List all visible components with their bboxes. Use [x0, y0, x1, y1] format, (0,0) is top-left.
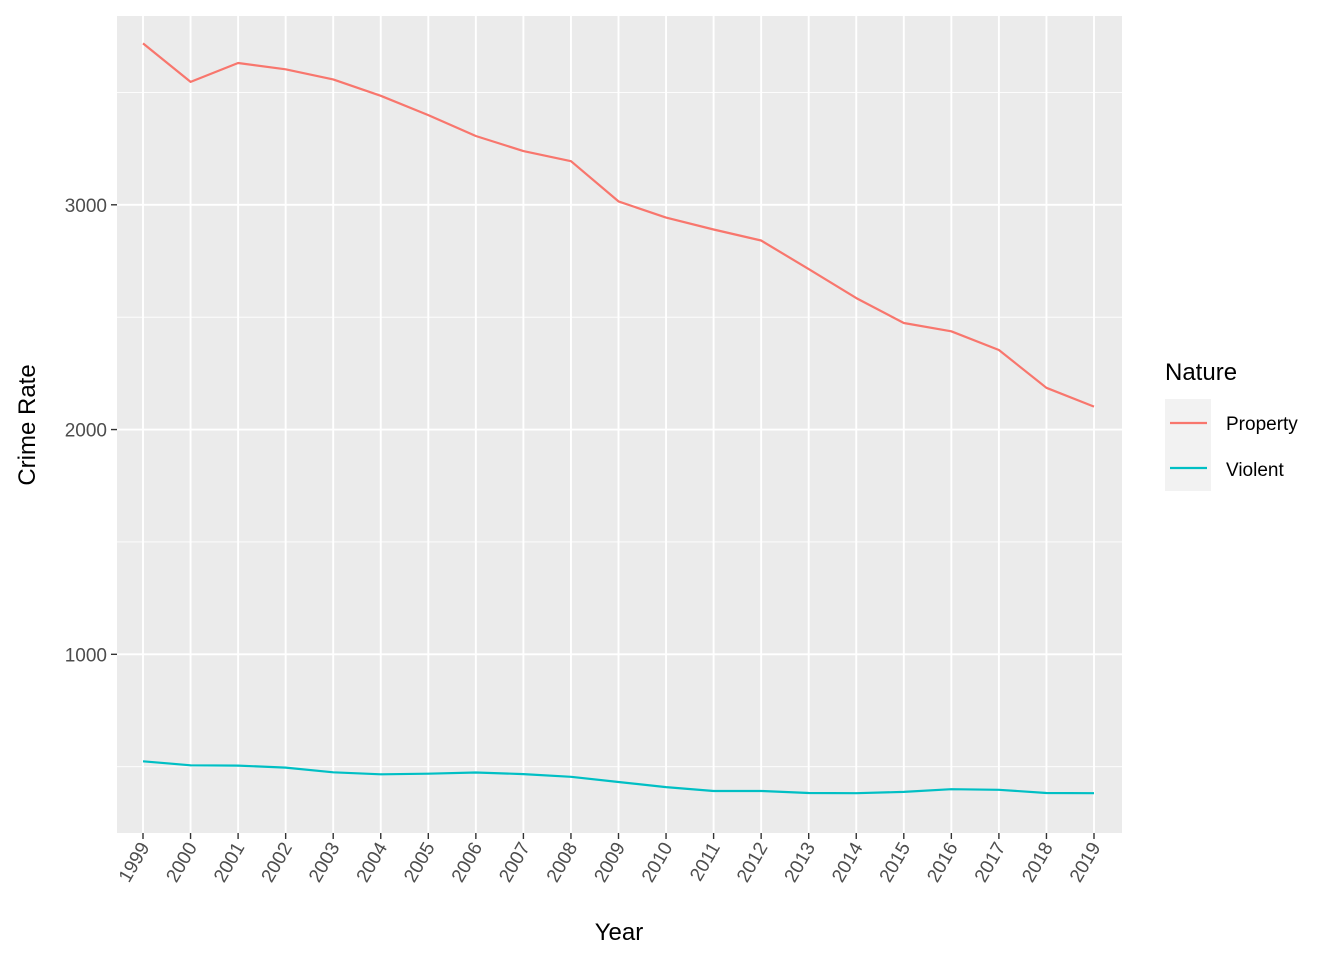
series-line-property — [142, 42, 1095, 408]
x-tick-label: 2004 — [353, 839, 393, 886]
legend-label-violent: Violent — [1226, 460, 1284, 481]
x-tick-label: 2003 — [305, 839, 344, 886]
series-lines — [142, 42, 1095, 795]
x-tick-label: 1999 — [115, 839, 154, 886]
x-tick-label: 2018 — [1018, 839, 1057, 886]
x-tick-label: 2007 — [495, 839, 534, 886]
x-tick-label: 2015 — [876, 839, 915, 886]
plot-panel — [117, 16, 1122, 833]
y-axis-title: Crime Rate — [14, 364, 41, 485]
series-line-violent — [142, 760, 1095, 795]
y-tick-label: 3000 — [65, 196, 107, 217]
legend-title: Nature — [1165, 359, 1237, 386]
x-axis-ticks: 1999 2000 2001 2002 2003 2004 2005 2006 2007 2008… — [115, 833, 1105, 886]
x-tick-label: 2001 — [210, 839, 249, 886]
y-tick-label: 2000 — [65, 421, 107, 442]
x-tick-label: 2002 — [258, 839, 297, 886]
x-axis-title: Year — [595, 919, 644, 946]
x-tick-label: 2016 — [923, 839, 962, 886]
x-tick-label: 2008 — [543, 839, 582, 886]
x-tick-label: 2000 — [163, 839, 202, 886]
x-tick-label: 2009 — [591, 839, 630, 886]
minor-gridlines — [117, 91, 1122, 768]
major-gridlines — [117, 16, 1122, 833]
x-tick-label: 2011 — [686, 839, 725, 885]
x-tick-label: 2005 — [400, 839, 439, 886]
x-tick-label: 2013 — [781, 839, 820, 886]
legend-label-property: Property — [1226, 414, 1298, 435]
x-tick-label: 2010 — [638, 839, 677, 886]
x-tick-label: 2019 — [1066, 839, 1105, 886]
legend-key-background — [1165, 399, 1211, 491]
y-tick-label: 1000 — [65, 645, 107, 666]
x-tick-label: 2006 — [448, 839, 487, 886]
x-tick-label: 2012 — [733, 839, 772, 886]
x-tick-label: 2014 — [828, 839, 868, 886]
y-axis-ticks: 1000 2000 3000 — [65, 196, 117, 666]
legend: Nature Property Violent — [1165, 359, 1298, 491]
x-tick-label: 2017 — [971, 839, 1010, 886]
